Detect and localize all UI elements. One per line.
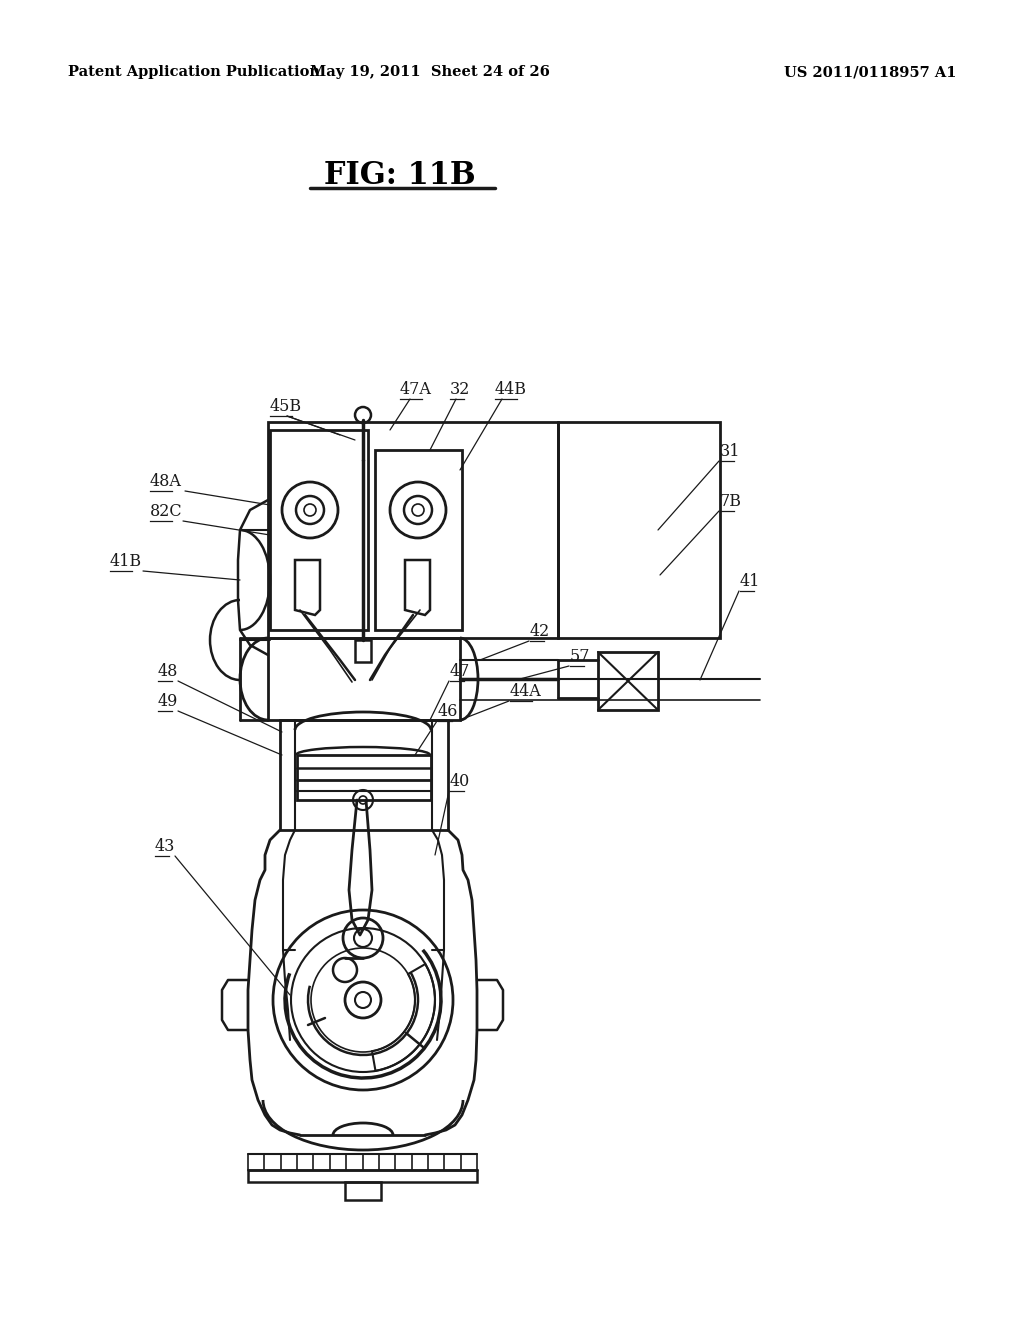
Text: 44A: 44A [510,682,542,700]
Bar [297,755,431,800]
Text: 57: 57 [570,648,591,665]
Text: 7B: 7B [720,492,742,510]
Bar [558,422,720,638]
Text: US 2011/0118957 A1: US 2011/0118957 A1 [783,65,956,79]
Text: 40: 40 [450,774,470,789]
Text: 32: 32 [450,381,470,399]
Text: 48A: 48A [150,473,182,490]
Text: 82C: 82C [150,503,182,520]
Bar [355,640,371,663]
Bar [598,652,658,710]
Text: 46: 46 [438,704,459,719]
Text: 47: 47 [450,663,470,680]
Text: 49: 49 [158,693,178,710]
Text: 48: 48 [158,663,178,680]
Bar [345,1181,381,1200]
Text: 47A: 47A [400,381,432,399]
Text: 44B: 44B [495,381,527,399]
Bar [280,719,449,830]
Bar [268,638,460,719]
Text: 31: 31 [720,444,740,459]
Bar [248,1170,477,1181]
Text: May 19, 2011  Sheet 24 of 26: May 19, 2011 Sheet 24 of 26 [310,65,550,79]
Text: 41B: 41B [110,553,142,570]
Bar [268,422,558,638]
Text: Patent Application Publication: Patent Application Publication [68,65,319,79]
Text: 45B: 45B [270,399,302,414]
Text: 43: 43 [155,838,175,855]
Text: 42: 42 [530,623,550,640]
Text: 41: 41 [740,573,761,590]
Text: FIG: 11B: FIG: 11B [325,160,476,190]
Bar [375,450,462,630]
Bar [270,430,368,630]
